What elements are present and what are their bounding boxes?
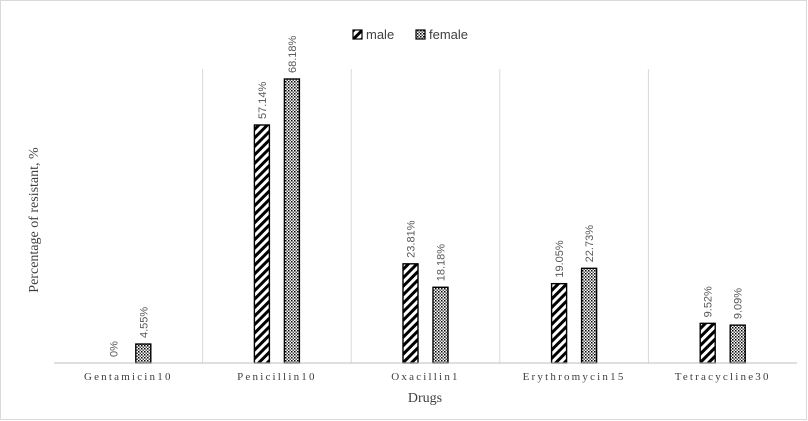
bar-female-gentamicin10: [135, 343, 152, 364]
data-label-female-erythromycin15: 22.73%: [584, 225, 596, 263]
bar-female-tetracycline30: [729, 324, 746, 364]
bar-female-oxacillin1: [432, 286, 449, 364]
x-axis-label: Drugs: [408, 391, 442, 406]
bar-male-tetracycline30: [699, 322, 716, 364]
data-label-male-oxacillin1: 23.81%: [406, 220, 418, 258]
plot-area: 0% 57.14% 23.81% 19.05% 9.52% 4.55% 68.18% 18.1…: [54, 35, 797, 383]
x-tick-label: Tetracycline30: [675, 371, 771, 383]
bar-male-oxacillin1: [402, 263, 419, 364]
legend-swatch-male: [352, 29, 363, 40]
data-label-male-erythromycin15: 19.05%: [554, 240, 566, 278]
y-axis-label: Percentage of resistant, %: [27, 147, 42, 293]
x-tick-label: Gentamicin10: [84, 371, 173, 383]
data-label-female-oxacillin1: 18.18%: [436, 244, 448, 282]
x-tick-label: Erythromycin15: [523, 371, 626, 383]
x-tick-label: Penicillin10: [237, 371, 317, 383]
legend: male female: [352, 27, 468, 42]
x-tick-label: Oxacillin1: [391, 371, 459, 383]
bar-female-erythromycin15: [580, 267, 598, 364]
bar-male-erythromycin15: [550, 282, 568, 364]
legend-label-male: male: [366, 27, 394, 42]
bar-male-penicillin10: [253, 124, 271, 364]
data-label-male-gentamicin10: 0%: [108, 341, 120, 357]
legend-swatch-female: [415, 29, 426, 40]
legend-label-female: female: [429, 27, 468, 42]
data-label-male-tetracycline30: 9.52%: [703, 286, 715, 317]
data-label-female-tetracycline30: 9.09%: [733, 288, 745, 319]
data-label-female-penicillin10: 68.18%: [287, 35, 299, 73]
bar-female-penicillin10: [283, 78, 301, 364]
data-label-male-penicillin10: 57.14%: [257, 81, 269, 119]
data-label-female-gentamicin10: 4.55%: [138, 307, 150, 338]
